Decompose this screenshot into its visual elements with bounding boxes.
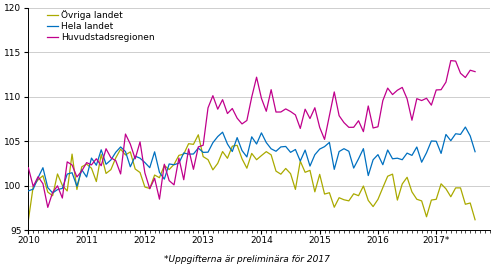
Hela landet (88, 156, 94, 160)
Huvudstadsregionen (103, 147, 109, 150)
Hela landet (253, 142, 259, 145)
Övriga landet (385, 175, 391, 178)
Text: *Uppgifterna är preliminära för 2017: *Uppgifterna är preliminära för 2017 (164, 255, 330, 264)
Hela landet (472, 150, 478, 153)
Övriga landet (98, 153, 104, 156)
Hela landet (385, 148, 391, 152)
Övriga landet (472, 218, 478, 221)
Huvudstadsregionen (448, 59, 454, 62)
Huvudstadsregionen (253, 76, 259, 79)
Hela landet (341, 147, 347, 150)
Hela landet (25, 189, 31, 192)
Hela landet (462, 125, 468, 129)
Övriga landet (25, 219, 31, 222)
Huvudstadsregionen (341, 121, 347, 124)
Övriga landet (118, 148, 124, 151)
Line: Huvudstadsregionen: Huvudstadsregionen (28, 61, 475, 207)
Huvudstadsregionen (472, 70, 478, 73)
Huvudstadsregionen (385, 86, 391, 90)
Övriga landet (83, 162, 89, 166)
Huvudstadsregionen (88, 163, 94, 166)
Huvudstadsregionen (123, 132, 128, 136)
Hela landet (50, 191, 56, 195)
Övriga landet (253, 158, 259, 161)
Övriga landet (341, 198, 347, 201)
Legend: Övriga landet, Hela landet, Huvudstadsregionen: Övriga landet, Hela landet, Huvudstadsre… (47, 10, 155, 42)
Hela landet (103, 163, 109, 166)
Huvudstadsregionen (25, 166, 31, 169)
Hela landet (123, 150, 128, 153)
Line: Hela landet: Hela landet (28, 127, 475, 193)
Huvudstadsregionen (45, 206, 51, 209)
Övriga landet (195, 133, 201, 136)
Line: Övriga landet: Övriga landet (28, 135, 475, 220)
